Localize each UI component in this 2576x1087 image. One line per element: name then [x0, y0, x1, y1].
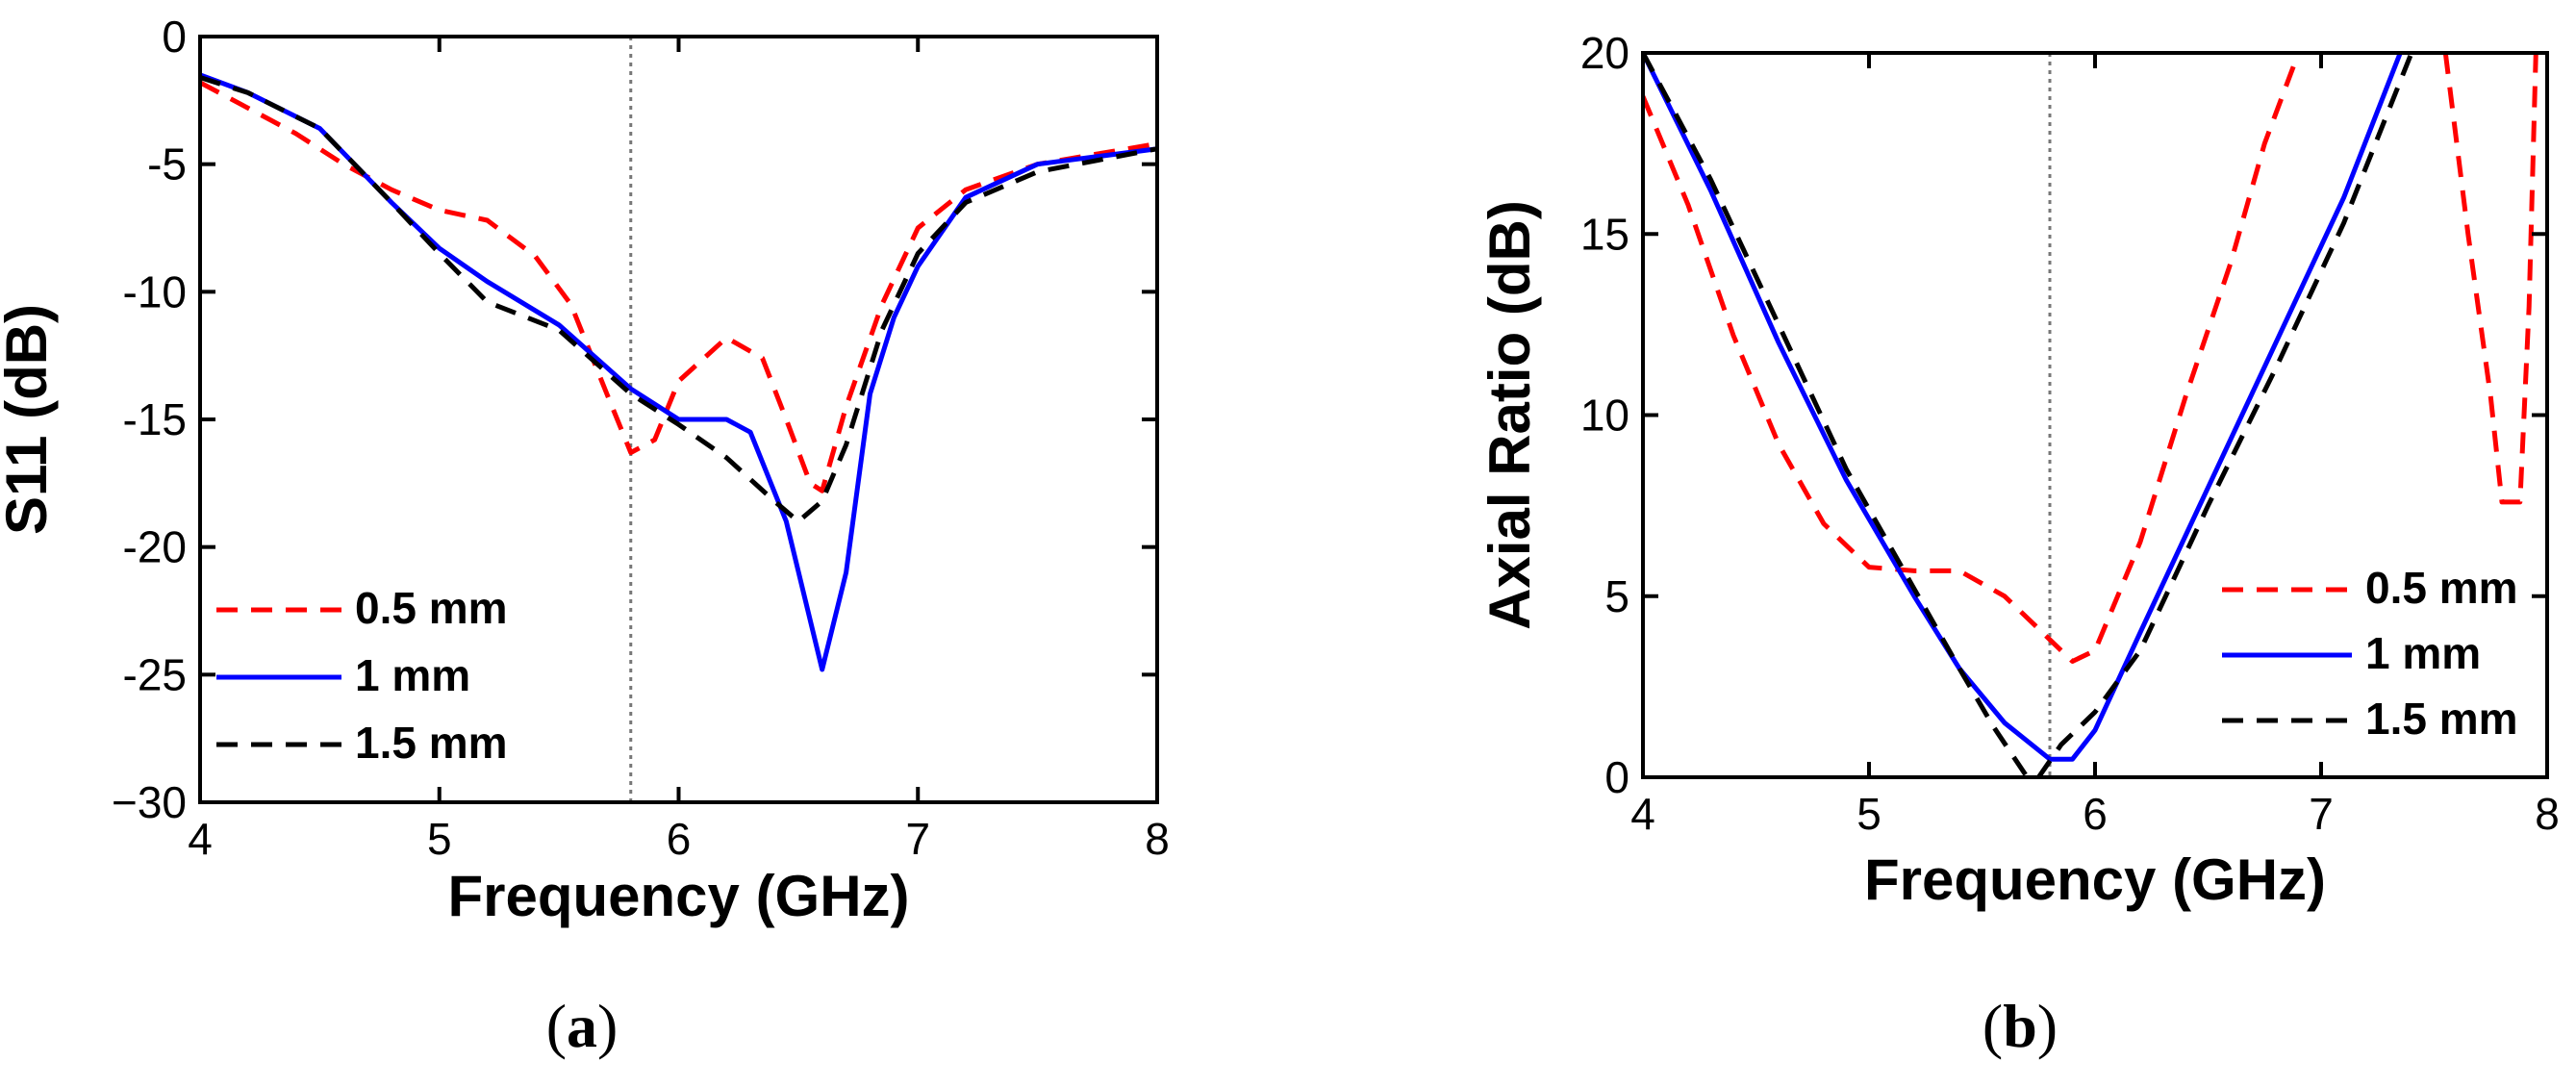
chart-b-y-tick-label: 15 [1580, 209, 1629, 259]
chart-b-x-tick-label: 6 [2083, 789, 2108, 839]
chart-b-x-tick-label: 4 [1630, 789, 1655, 839]
chart-b-y-tick-label: 20 [1580, 28, 1629, 78]
chart-b-series-1-mm-line [1643, 53, 2403, 762]
chart-b-y-tick-label: 0 [1604, 752, 1629, 802]
chart-a-x-tick-label: 4 [188, 814, 213, 864]
chart-a-series-1-mm-line [200, 72, 1157, 672]
chart-a-legend-label: 0.5 mm [355, 583, 508, 633]
chart-a-x-tick-label: 6 [667, 814, 692, 864]
chart-b-x-tick-label: 8 [2535, 789, 2560, 839]
chart-b-series-0-5-mm-line-2 [2442, 53, 2538, 505]
chart-a-caption: (a) [546, 992, 619, 1060]
chart-b-x-tick-label: 5 [1856, 789, 1881, 839]
chart-a-x-axis-label: Frequency (GHz) [447, 864, 909, 928]
chart-a-legend-label: 1.5 mm [355, 718, 508, 768]
chart-a-s11: 4 5 6 7 8 0 -5 -10 -15 -20 -25 −30 Frequency (GHz) S1… [0, 12, 1170, 1060]
chart-b-legend-label: 0.5 mm [2365, 563, 2518, 613]
chart-b-series-1-5-mm-line [1643, 53, 2414, 777]
chart-a-series-0-5-mm-line [200, 80, 1157, 493]
chart-a-series-1-5-mm-line [200, 75, 1157, 524]
chart-b-y-axis-label: Axial Ratio (dB) [1477, 200, 1542, 630]
chart-a-y-tick-label: -20 [123, 522, 187, 572]
chart-a-y-tick-label: -10 [123, 266, 187, 316]
chart-a-y-tick-label: -15 [123, 394, 187, 444]
chart-a-x-tick-label: 7 [905, 814, 930, 864]
chart-b-legend-label: 1 mm [2365, 628, 2481, 678]
chart-b-y-tick-label: 5 [1604, 571, 1629, 621]
chart-a-y-tick-label: −30 [112, 777, 187, 827]
chart-a-y-tick-label: -25 [123, 649, 187, 699]
chart-b-x-axis-label: Frequency (GHz) [1864, 847, 2326, 912]
chart-b-legend: 0.5 mm 1 mm 1.5 mm [2222, 563, 2518, 744]
chart-a-legend: 0.5 mm 1 mm 1.5 mm [216, 583, 508, 768]
chart-a-y-axis-label: S11 (dB) [0, 304, 59, 535]
chart-a-legend-label: 1 mm [355, 650, 470, 700]
chart-b-axial-ratio: 4 5 6 7 8 0 5 10 15 20 Frequency (GHz) Axial Ratio … [1477, 28, 2560, 1060]
chart-b-caption: (b) [1983, 992, 2058, 1060]
chart-b-y-tick-label: 10 [1580, 391, 1629, 441]
chart-b-legend-label: 1.5 mm [2365, 694, 2518, 744]
chart-a-x-tick-label: 5 [427, 814, 452, 864]
chart-a-y-tick-label: 0 [162, 12, 187, 62]
chart-b-series-0-5-mm-line [1643, 53, 2301, 664]
chart-a-y-tick-label: -5 [147, 139, 187, 190]
chart-b-x-tick-label: 7 [2309, 789, 2334, 839]
chart-a-x-tick-label: 8 [1145, 814, 1170, 864]
